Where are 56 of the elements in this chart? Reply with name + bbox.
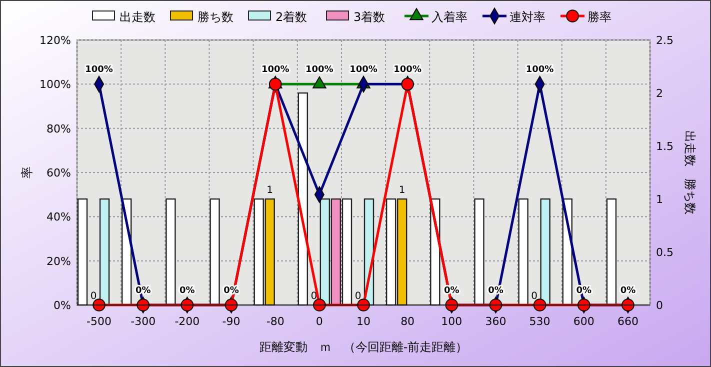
data-label: 0 <box>531 291 538 302</box>
y-tick-label: 60% <box>46 166 71 180</box>
annotation: 100% <box>526 65 554 76</box>
legend-label: 3着数 <box>354 10 386 24</box>
y2-tick-label: 1.5 <box>656 140 674 153</box>
legend-label: 連対率 <box>510 10 546 24</box>
x-tick-label: -90 <box>222 315 240 328</box>
x-tick-label: 10 <box>356 315 370 328</box>
point <box>401 78 414 91</box>
annotation: 100% <box>261 65 290 76</box>
legend-label: 入着率 <box>432 10 468 24</box>
data-label: 0 <box>310 291 318 302</box>
point <box>268 78 282 91</box>
x-tick-label: 360 <box>485 315 506 328</box>
x-tick-label: -80 <box>266 315 284 328</box>
y-axis-title: 率 <box>20 166 34 178</box>
x-tick-label: 100 <box>441 315 462 328</box>
x-tick-label: 530 <box>529 315 550 328</box>
y-tick-label: 40% <box>46 210 71 224</box>
legend-label: 勝ち数 <box>198 10 234 24</box>
annotation: 100% <box>85 65 113 76</box>
y2-axis-title: 出走数 勝ち数 <box>683 130 697 214</box>
point <box>357 298 370 312</box>
y-tick-label: 80% <box>46 122 71 136</box>
annotation: 100% <box>306 65 334 76</box>
y2-tick-label: 2 <box>656 87 663 100</box>
y2-tick-label: 0 <box>656 299 663 312</box>
annotation: 0% <box>180 286 195 296</box>
data-label: 0 <box>354 291 362 302</box>
y-tick-label: 120% <box>40 34 71 47</box>
x-tick-label: -200 <box>174 315 200 328</box>
y2-tick-label: 0.5 <box>656 246 674 259</box>
data-label: 1 <box>266 185 274 196</box>
annotation: 100% <box>350 65 378 76</box>
point <box>313 298 326 312</box>
x-axis-title: 距離変動 ｍ （今回距離-前走距離） <box>259 340 468 354</box>
legend-label: 2着数 <box>276 10 308 24</box>
x-tick-label: 600 <box>573 315 594 328</box>
data-label: 1 <box>398 185 406 196</box>
legend-label: 勝率 <box>588 10 612 24</box>
y-tick-label: 100% <box>40 78 71 92</box>
y-tick-label: 20% <box>46 254 71 268</box>
point <box>533 298 546 312</box>
x-tick-label: 660 <box>617 315 638 328</box>
data-label: 0 <box>90 291 97 302</box>
x-tick-label: -500 <box>86 315 112 328</box>
x-tick-label: 0 <box>316 315 323 328</box>
annotation: 0% <box>620 286 636 296</box>
annotation: 100% <box>394 65 422 76</box>
y2-tick-label: 2.5 <box>656 34 674 47</box>
y2-tick-label: 1 <box>656 193 663 206</box>
legend-label: 出走数 <box>120 10 156 24</box>
point <box>92 298 106 312</box>
x-tick-label: 80 <box>400 315 415 328</box>
x-tick-label: -300 <box>130 315 156 328</box>
y-tick-label: 0% <box>54 299 71 312</box>
